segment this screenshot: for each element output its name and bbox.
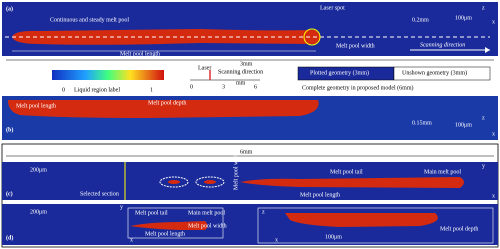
axis: x bbox=[275, 237, 278, 243]
tail-circle bbox=[195, 176, 225, 188]
text: 0 bbox=[62, 87, 65, 93]
text: 6 bbox=[254, 84, 257, 90]
text: Melt pool depth bbox=[440, 226, 478, 232]
text: Complete geometry in proposed model (6mm… bbox=[302, 84, 413, 91]
axis: x bbox=[492, 19, 495, 25]
axis: z bbox=[262, 209, 265, 215]
text: Continuous and steady melt pool bbox=[50, 17, 129, 23]
text: Melt pool tail bbox=[330, 169, 363, 175]
zoom-box bbox=[257, 207, 494, 244]
text: 6mm bbox=[240, 149, 253, 155]
axis: y bbox=[120, 204, 123, 210]
tail bbox=[168, 180, 180, 184]
text: Scanning direction bbox=[218, 69, 263, 75]
text: Melt pool length bbox=[300, 192, 340, 198]
axis: z bbox=[482, 115, 485, 121]
tail bbox=[204, 180, 216, 184]
label: (c) bbox=[6, 190, 13, 197]
label: (d) bbox=[6, 234, 13, 241]
text: Melt pool length bbox=[145, 231, 185, 237]
text: 200μm bbox=[30, 209, 47, 215]
text: Scanning direction bbox=[420, 42, 465, 48]
legend-unshown bbox=[393, 66, 491, 81]
text: Laser bbox=[198, 65, 211, 71]
axis: z bbox=[482, 5, 485, 11]
axis: y bbox=[482, 163, 485, 169]
text: 100μm bbox=[325, 234, 342, 240]
label: (a) bbox=[6, 5, 13, 12]
axis: x bbox=[492, 193, 495, 199]
text: 3 bbox=[222, 84, 225, 90]
text: Melt pool width bbox=[233, 151, 239, 190]
text: Melt pool length bbox=[16, 103, 56, 109]
colorbar bbox=[52, 70, 164, 80]
zoom-box bbox=[127, 207, 224, 239]
text: 0.2mm bbox=[412, 17, 429, 23]
text: 3mm bbox=[240, 61, 253, 67]
text: 200μm bbox=[30, 167, 47, 173]
laser-spot bbox=[303, 28, 321, 46]
text: Plotted geometry (3mm) bbox=[310, 69, 369, 76]
panel-a-bg bbox=[2, 2, 498, 56]
text: Main melt pool bbox=[188, 210, 225, 216]
text: Main melt pool bbox=[424, 169, 461, 175]
text: Melt pool length bbox=[120, 51, 160, 57]
melt-pool bbox=[8, 100, 319, 118]
text: 100μm bbox=[455, 15, 472, 21]
text: Liquid region label bbox=[74, 87, 120, 93]
text: 0.15mm bbox=[412, 120, 432, 126]
text: Laser spot bbox=[320, 5, 345, 11]
tail-circle bbox=[159, 176, 189, 188]
text: Unshown geometry (3mm) bbox=[402, 69, 467, 76]
label: (b) bbox=[6, 126, 13, 133]
text: 1 bbox=[150, 87, 153, 93]
melt-pool bbox=[285, 213, 438, 227]
text: Melt pool depth bbox=[148, 100, 186, 106]
text: Melt pool tail bbox=[135, 210, 168, 216]
text: Melt pool width bbox=[188, 223, 227, 229]
melt-pool bbox=[240, 177, 464, 188]
text: 0 bbox=[190, 84, 193, 90]
arrowhead bbox=[485, 47, 490, 53]
text: Selected section bbox=[80, 191, 119, 197]
axis: x bbox=[492, 131, 495, 137]
axis: x bbox=[130, 237, 133, 243]
text: mm bbox=[236, 80, 246, 86]
melt-pool bbox=[130, 221, 208, 230]
text: Melt pool width bbox=[336, 43, 375, 49]
text: 100μm bbox=[455, 122, 472, 128]
